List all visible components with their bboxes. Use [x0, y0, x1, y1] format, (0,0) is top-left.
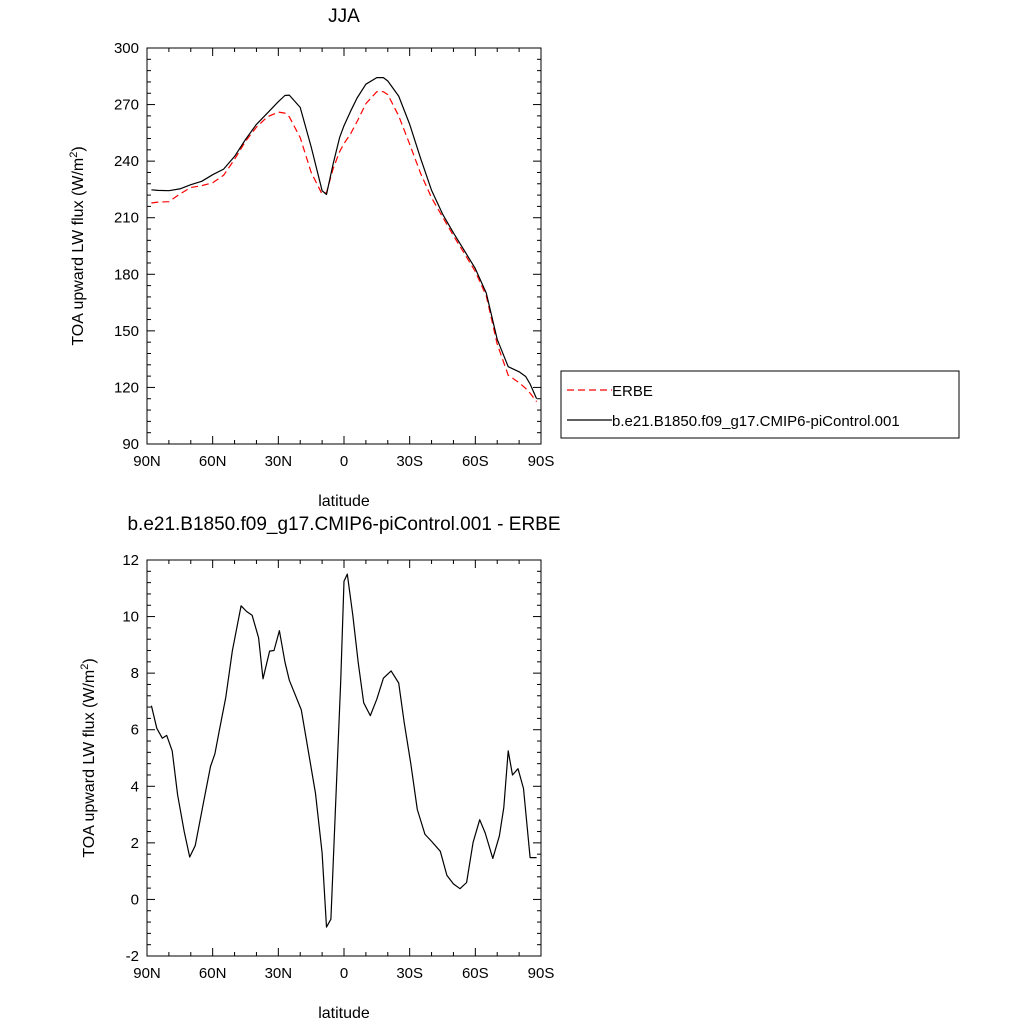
- upper-x-tick-label: 60S: [462, 453, 489, 470]
- upper-x-tick-label: 30S: [396, 453, 423, 470]
- upper-x-tick-label: 60N: [199, 453, 227, 470]
- lower-series-line-solid: [150, 573, 537, 928]
- upper-x-tick-label: 90N: [133, 453, 161, 470]
- upper-plot-frame: [146, 47, 542, 445]
- lower-y-tick-label: 10: [122, 609, 139, 626]
- lower-x-tick-label: 30N: [265, 965, 293, 982]
- upper-series-line-solid: [151, 76, 538, 399]
- lower-x-tick-label: 30S: [396, 965, 423, 982]
- upper-x-tick-label: 0: [340, 453, 348, 470]
- lower-plot-frame: [146, 559, 542, 957]
- lower-x-tick-label: 90N: [133, 965, 161, 982]
- upper-title: JJA: [328, 6, 360, 27]
- upper-y-tick-label: 120: [114, 379, 139, 396]
- legend-label-model: b.e21.B1850.f09_g17.CMIP6-piControl.001: [612, 413, 900, 430]
- lower-y-tick-label: 2: [131, 835, 139, 852]
- upper-y-tick-label: 150: [114, 323, 139, 340]
- upper-series-line-dashed: [151, 91, 538, 402]
- lower-title: b.e21.B1850.f09_g17.CMIP6-piControl.001 …: [127, 514, 560, 535]
- lower-x-tick-label: 0: [340, 965, 348, 982]
- legend-label-erbe: ERBE: [612, 383, 653, 400]
- upper-x-tick-label: 30N: [265, 453, 293, 470]
- lower-y-tick-label: 0: [131, 891, 139, 908]
- upper-y-tick-label: 90: [122, 436, 139, 453]
- upper-y-tick-label: 240: [114, 153, 139, 170]
- lower-y-tick-label: 6: [131, 722, 139, 739]
- lower-y-axis-label-sup: 2: [79, 664, 91, 670]
- legend-frame: [560, 370, 960, 439]
- lower-x-tick-label: 90S: [528, 965, 555, 982]
- lower-plot-area: -2 0 2 4 6 8 10 12 90N 60N 30N 0 30S 60S 90S: [122, 552, 554, 982]
- upper-y-axis-label-sup: 2: [68, 152, 80, 158]
- lower-x-axis-label: latitude: [318, 1005, 370, 1022]
- upper-y-tick-label: 270: [114, 97, 139, 114]
- upper-x-tick-label: 90S: [528, 453, 555, 470]
- lower-y-axis-label: TOA upward LW flux (W/m2): [79, 658, 98, 857]
- upper-panel: JJA latitude TOA upward LW flux (W/m2) 9…: [68, 6, 554, 510]
- lower-y-tick-label: -2: [126, 948, 139, 965]
- lower-y-tick-label: 12: [122, 552, 139, 569]
- lower-x-tick-label: 60S: [462, 965, 489, 982]
- lower-x-tick-label: 60N: [199, 965, 227, 982]
- upper-y-tick-label: 210: [114, 210, 139, 227]
- upper-y-tick-label: 300: [114, 40, 139, 57]
- lower-y-tick-label: 4: [131, 778, 139, 795]
- lower-y-tick-label: 8: [131, 665, 139, 682]
- upper-y-axis-label: TOA upward LW flux (W/m2): [68, 146, 87, 345]
- upper-y-tick-label: 180: [114, 266, 139, 283]
- upper-x-axis-label: latitude: [318, 493, 370, 510]
- legend: ERBE b.e21.B1850.f09_g17.CMIP6-piControl…: [560, 370, 960, 439]
- upper-plot-area: 90 120 150 180 210 240 270 300 90N 60N 30N 0 30S 60S 9…: [114, 40, 554, 470]
- lower-panel: b.e21.B1850.f09_g17.CMIP6-piControl.001 …: [79, 514, 561, 1022]
